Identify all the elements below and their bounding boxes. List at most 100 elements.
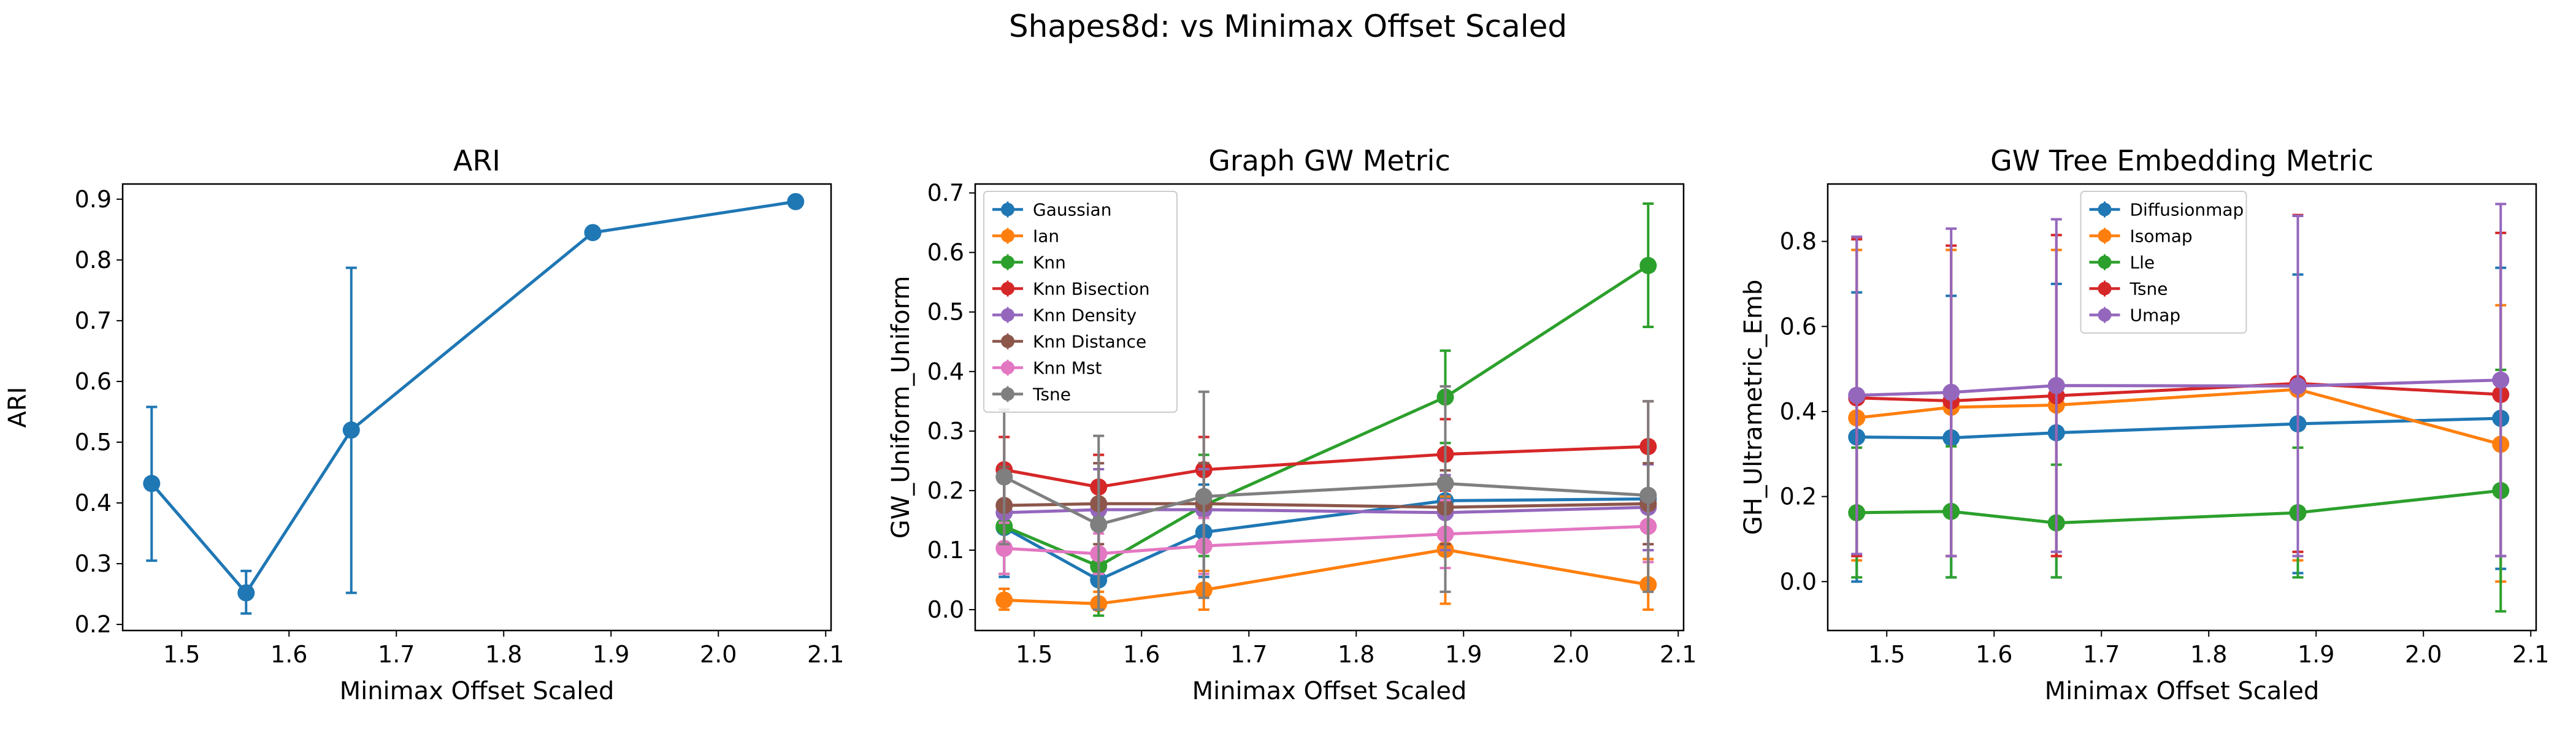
legend-swatch-marker bbox=[2098, 308, 2112, 322]
chart-panel-2: Graph GW Metric 1.5 1.6 1.7 1.8 1.9 2.0 2.1 0.0 0… bbox=[887, 144, 1696, 705]
legend-item: Knn Bisection bbox=[992, 279, 1150, 299]
chart-panel-3: GW Tree Embedding Metric 1.5 1.6 1.7 1.8 1.9 2… bbox=[1739, 144, 2549, 705]
legend-item: Knn Mst bbox=[992, 358, 1102, 378]
chart-panel-1: ARI 1.5 1.6 1.7 1.8 1.9 2.0 2.1 0.2 0.3 0.4 0.5 0.6 0… bbox=[4, 144, 844, 705]
legend-label: Knn Distance bbox=[1033, 332, 1146, 352]
legend-swatch-marker bbox=[1001, 255, 1014, 269]
y-tick-label: 0.8 bbox=[1780, 228, 1817, 255]
y-tick-label: 0.9 bbox=[75, 186, 112, 213]
data-point bbox=[1848, 386, 1866, 404]
legend-swatch-marker bbox=[1001, 308, 1014, 322]
x-tick-label: 2.1 bbox=[807, 641, 844, 668]
legend-label: Gaussian bbox=[1033, 200, 1111, 220]
legend-swatch-marker bbox=[2098, 202, 2112, 217]
data-point bbox=[237, 584, 255, 602]
data-point bbox=[143, 475, 161, 493]
legend-box bbox=[983, 191, 1178, 413]
legend-swatch-marker bbox=[1001, 202, 1014, 217]
legend-swatch-marker bbox=[1001, 334, 1014, 348]
y-tick-label: 0.3 bbox=[927, 418, 964, 445]
y-tick-label: 0.2 bbox=[75, 611, 112, 638]
x-tick-label: 1.6 bbox=[1976, 641, 2012, 668]
legend-box bbox=[2080, 191, 2247, 334]
legend-item: Diffusionmap bbox=[2089, 200, 2244, 220]
legend-item: Gaussian bbox=[992, 200, 1111, 220]
data-point bbox=[1090, 516, 1108, 534]
y-tick-label: 0.8 bbox=[75, 247, 112, 274]
x-tick-label: 1.5 bbox=[1016, 641, 1052, 668]
data-point bbox=[1942, 383, 1960, 401]
x-tick-label: 1.7 bbox=[2083, 641, 2120, 668]
y-tick-label: 0.6 bbox=[75, 368, 112, 395]
legend-label: Knn bbox=[1033, 253, 1066, 273]
series-ari bbox=[143, 193, 805, 615]
legend-label: Tsne bbox=[1032, 385, 1071, 405]
x-tick-label: 1.6 bbox=[1123, 641, 1160, 668]
panels: ARI 1.5 1.6 1.7 1.8 1.9 2.0 2.1 0.2 0.3 0.4 0.5 0.6 0… bbox=[4, 144, 2549, 705]
x-axis-label: Minimax Offset Scaled bbox=[340, 677, 615, 705]
data-point bbox=[1195, 488, 1213, 505]
x-tick-label: 2.0 bbox=[2405, 641, 2442, 668]
legend-item: Knn bbox=[992, 253, 1066, 273]
legend-swatch-marker bbox=[2098, 229, 2112, 243]
legend-swatch-marker bbox=[1001, 229, 1014, 243]
axes-frame bbox=[121, 183, 832, 632]
legend-item: Lle bbox=[2089, 253, 2155, 273]
legend-label: Lle bbox=[2130, 253, 2155, 273]
legend-swatch-marker bbox=[2098, 255, 2112, 269]
chart-title: ARI bbox=[453, 144, 500, 177]
x-tick-label: 1.5 bbox=[1868, 641, 1905, 668]
y-tick-label: 0.3 bbox=[75, 550, 112, 577]
legend-swatch-marker bbox=[1001, 282, 1014, 296]
y-tick-label: 0.2 bbox=[1780, 483, 1817, 510]
axes-frame bbox=[974, 183, 1685, 632]
legend-label: Knn Density bbox=[1033, 305, 1137, 326]
legend-swatch-marker bbox=[2098, 282, 2112, 296]
x-tick-label: 1.6 bbox=[270, 641, 307, 668]
x-tick-label: 1.9 bbox=[1445, 641, 1482, 668]
data-point bbox=[1639, 486, 1657, 504]
data-point bbox=[2289, 377, 2307, 395]
data-point bbox=[787, 193, 805, 210]
y-tick-label: 0.4 bbox=[927, 358, 964, 385]
data-point bbox=[2492, 371, 2510, 389]
y-tick-label: 0.1 bbox=[927, 537, 964, 564]
x-tick-label: 2.0 bbox=[700, 641, 737, 668]
data-point bbox=[584, 224, 602, 242]
y-tick-label: 0.6 bbox=[927, 239, 964, 266]
legend-item: Umap bbox=[2089, 305, 2181, 326]
data-point bbox=[342, 421, 360, 439]
y-axis-label: GW_Uniform_Uniform bbox=[887, 276, 915, 539]
series-line bbox=[150, 200, 796, 595]
x-tick-label: 1.8 bbox=[2190, 641, 2227, 668]
legend-label: Ian bbox=[1033, 226, 1059, 247]
legend-item: Tsne bbox=[992, 385, 1071, 405]
legend-label: Knn Mst bbox=[1033, 358, 1102, 378]
legend-item: Knn Density bbox=[992, 305, 1137, 326]
y-tick-label: 0.7 bbox=[75, 307, 112, 334]
legend-label: Umap bbox=[2130, 305, 2181, 326]
legend-item: Tsne bbox=[2089, 279, 2168, 299]
x-tick-label: 2.1 bbox=[2512, 641, 2549, 668]
legend-label: Diffusionmap bbox=[2130, 200, 2244, 220]
y-tick-label: 0.0 bbox=[1780, 568, 1817, 595]
legend-swatch-marker bbox=[1001, 361, 1014, 375]
y-tick-label: 0.7 bbox=[927, 180, 964, 207]
y-tick-label: 0.4 bbox=[1780, 398, 1817, 425]
x-tick-label: 2.0 bbox=[1552, 641, 1589, 668]
legend-item: Knn Distance bbox=[992, 332, 1146, 352]
x-tick-label: 1.8 bbox=[1338, 641, 1374, 668]
x-tick-label: 1.7 bbox=[378, 641, 415, 668]
x-tick-label: 1.9 bbox=[592, 641, 629, 668]
x-tick-label: 1.5 bbox=[163, 641, 200, 668]
x-tick-label: 1.7 bbox=[1230, 641, 1267, 668]
y-tick-label: 0.5 bbox=[75, 429, 112, 456]
y-axis-label: GH_Ultrametric_Emb bbox=[1739, 280, 1768, 535]
legend-label: Knn Bisection bbox=[1033, 279, 1150, 299]
x-tick-label: 2.1 bbox=[1660, 641, 1696, 668]
x-axis-label: Minimax Offset Scaled bbox=[2045, 677, 2320, 705]
chart-title: Graph GW Metric bbox=[1208, 144, 1450, 177]
data-point bbox=[995, 468, 1013, 486]
legend: Gaussian Ian Knn Knn Bisection Knn Density Kn… bbox=[983, 191, 1178, 413]
